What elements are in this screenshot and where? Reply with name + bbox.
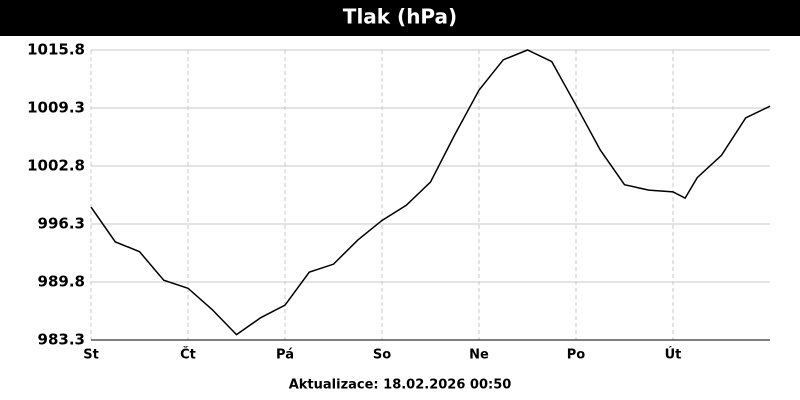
y-tick-label: 1002.8 [27,157,85,175]
x-tick-label: Pá [276,348,294,363]
line [90,49,771,336]
header-bar [0,0,800,36]
x-tick-label: Čt [180,347,196,363]
y-tick-label: 983.3 [38,331,85,349]
chart-title: Tlak (hPa) [343,5,457,29]
y-tick-label: 1009.3 [27,99,85,117]
x-tick-label: Po [567,348,586,363]
x-tick-label: Út [665,347,682,363]
x-tick-label: Ne [469,348,489,363]
y-tick-label: 989.8 [38,273,85,291]
y-tick-label: 996.3 [38,215,85,233]
x-tick-label: St [83,348,99,363]
footer: Aktualizace: 18.02.2026 00:50 [289,378,512,393]
x-tick-label: So [373,348,391,363]
y-tick-label: 1015.8 [27,41,85,59]
